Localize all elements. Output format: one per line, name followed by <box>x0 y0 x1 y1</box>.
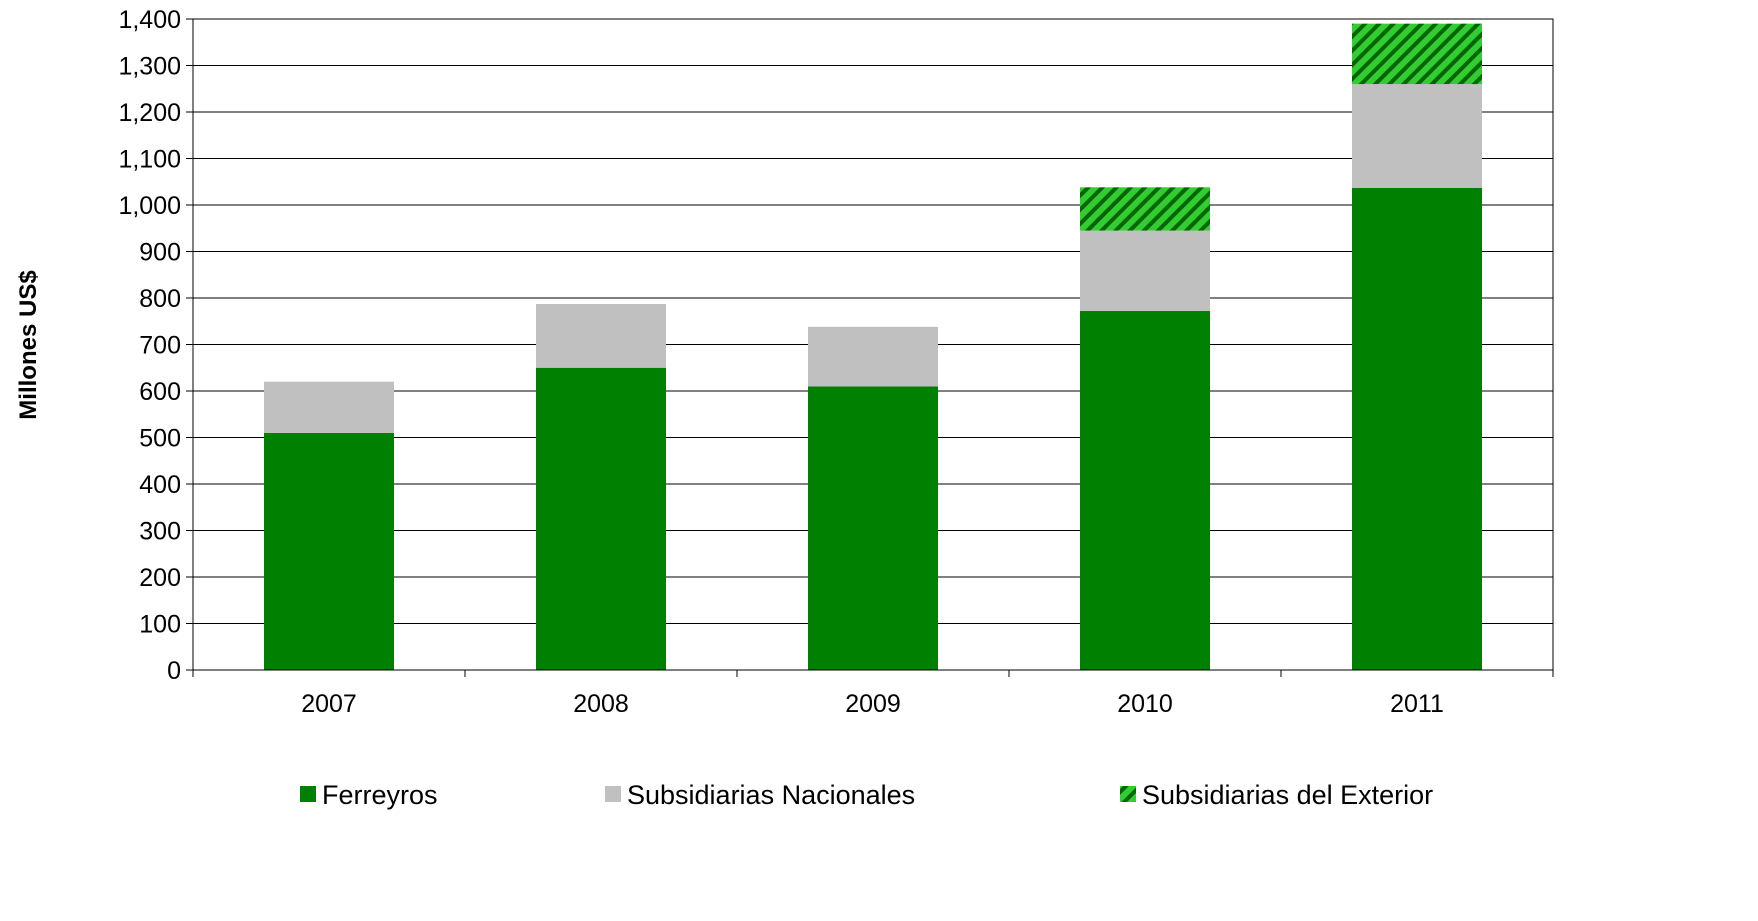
x-tick-label: 2011 <box>1390 690 1444 718</box>
bar-segment-ferreyros-2011 <box>1352 187 1482 671</box>
legend-swatch <box>300 786 316 802</box>
y-tick-label: 400 <box>139 471 181 499</box>
y-tick-label: 500 <box>139 425 181 453</box>
legend-swatch <box>605 786 621 802</box>
y-tick-label: 600 <box>139 378 181 406</box>
legend-item: Subsidiarias del Exterior <box>1120 780 1433 810</box>
bar-segment-subsidiarias-nacionales-2009 <box>808 326 938 387</box>
bar-segment-ferreyros-2010 <box>1080 311 1210 670</box>
x-tick-label: 2008 <box>573 690 629 718</box>
bars <box>264 23 1482 671</box>
legend-item: Ferreyros <box>300 780 438 810</box>
bar-segment-ferreyros-2008 <box>536 367 666 670</box>
legend-label: Subsidiarias del Exterior <box>1142 780 1433 810</box>
y-tick-label: 900 <box>139 239 181 267</box>
y-axis-label: Millones US$ <box>15 270 42 420</box>
legend-swatch <box>1120 786 1136 802</box>
y-tick-label: 200 <box>139 564 181 592</box>
y-tick-label: 100 <box>139 611 181 639</box>
plot-frame <box>192 18 1554 671</box>
x-tick-label: 2010 <box>1117 690 1173 718</box>
legend: Ferreyros Subsidiarias Nacionales Subsidia… <box>300 780 1433 810</box>
bar-segment-ferreyros-2007 <box>264 432 394 670</box>
bar-segment-subsidiarias-nacionales-2011 <box>1352 84 1482 188</box>
x-tick-label: 2009 <box>845 690 901 718</box>
y-tick-label: 0 <box>167 657 181 685</box>
legend-label: Ferreyros <box>322 780 438 810</box>
axes <box>186 18 1554 677</box>
bar-segment-subsidiarias-nacionales-2010 <box>1080 230 1210 312</box>
bar-segment-subsidiarias-nacionales-2008 <box>536 304 666 368</box>
y-tick-label: 1,000 <box>118 192 181 220</box>
y-tick-label: 1,300 <box>118 53 181 81</box>
bar-segment-subsidiarias-exterior-2011 <box>1352 23 1482 85</box>
y-tick-label: 700 <box>139 332 181 360</box>
y-tick-labels: 0 100 200 300 400 500 600 700 800 900 1,000 1,100 1,… <box>118 6 181 685</box>
x-tick-labels: 2007 2008 2009 2010 2011 <box>301 690 1444 718</box>
y-tick-label: 300 <box>139 518 181 546</box>
bar-segment-ferreyros-2009 <box>808 386 938 670</box>
bar-segment-subsidiarias-nacionales-2007 <box>264 381 394 433</box>
y-tick-label: 800 <box>139 285 181 313</box>
y-tick-label: 1,200 <box>118 99 181 127</box>
legend-item: Subsidiarias Nacionales <box>605 780 915 810</box>
bar-segment-subsidiarias-exterior-2010 <box>1080 187 1210 231</box>
y-tick-label: 1,100 <box>118 146 181 174</box>
y-tick-label: 1,400 <box>118 6 181 34</box>
legend-label: Subsidiarias Nacionales <box>627 780 915 810</box>
x-tick-label: 2007 <box>301 690 357 718</box>
